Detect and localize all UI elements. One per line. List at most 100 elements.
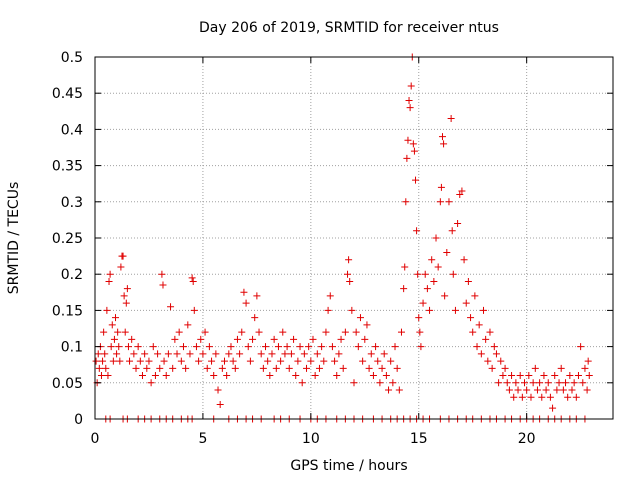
data-point — [497, 357, 505, 365]
data-point — [585, 372, 593, 380]
data-point — [272, 364, 280, 372]
data-point — [570, 379, 578, 387]
data-point — [307, 357, 315, 365]
data-point — [495, 379, 503, 387]
data-point — [403, 154, 411, 162]
data-point — [257, 350, 265, 358]
data-point — [527, 393, 535, 401]
data-point — [339, 364, 347, 372]
data-point — [277, 357, 285, 365]
data-point — [134, 343, 142, 351]
data-point — [409, 140, 417, 148]
data-point — [512, 379, 520, 387]
data-point — [348, 306, 356, 314]
data-point — [458, 187, 466, 195]
data-point — [236, 350, 244, 358]
data-point — [255, 328, 263, 336]
data-point — [262, 343, 270, 351]
data-point — [359, 357, 367, 365]
data-point — [331, 357, 339, 365]
data-point — [423, 285, 431, 293]
data-point — [123, 285, 131, 293]
data-point — [203, 364, 211, 372]
data-point — [107, 343, 115, 351]
data-point — [184, 321, 192, 329]
data-point — [106, 270, 114, 278]
data-point — [162, 372, 170, 380]
data-point — [382, 372, 390, 380]
data-point — [469, 328, 477, 336]
data-point — [521, 379, 529, 387]
data-point — [350, 379, 358, 387]
data-point — [407, 82, 415, 90]
data-point — [114, 328, 122, 336]
data-point — [188, 274, 196, 282]
data-point — [136, 357, 144, 365]
data-point — [145, 357, 153, 365]
data-point — [124, 343, 132, 351]
data-point — [505, 386, 513, 394]
data-point — [97, 372, 105, 380]
data-point — [264, 357, 272, 365]
data-point — [103, 306, 111, 314]
data-point — [404, 136, 412, 144]
data-point — [549, 404, 557, 412]
data-point — [525, 372, 533, 380]
data-point — [294, 357, 302, 365]
data-point — [464, 277, 472, 285]
data-point — [477, 350, 485, 358]
data-point — [113, 350, 121, 358]
data-point — [402, 198, 410, 206]
data-point — [233, 335, 241, 343]
data-point — [378, 364, 386, 372]
data-point — [227, 343, 235, 351]
data-point — [456, 191, 464, 199]
data-point — [482, 335, 490, 343]
data-point — [173, 350, 181, 358]
data-point — [270, 335, 278, 343]
axis-ticks: 0 0.05 0.1 0.15 0.2 0.25 0.3 0.35 0.4 0.45 0.5 0 5 10… — [52, 50, 613, 447]
grid — [95, 57, 613, 419]
data-point — [105, 277, 113, 285]
data-point — [462, 299, 470, 307]
data-point — [283, 343, 291, 351]
data-point — [441, 292, 449, 300]
data-point — [572, 393, 580, 401]
data-point — [566, 372, 574, 380]
data-point — [102, 364, 110, 372]
data-point — [212, 350, 220, 358]
data-point — [346, 277, 354, 285]
data-point — [540, 372, 548, 380]
data-point — [210, 372, 218, 380]
data-point — [179, 343, 187, 351]
data-point — [475, 321, 483, 329]
y-tick-label: 0.05 — [52, 376, 83, 392]
data-point — [529, 379, 537, 387]
data-point — [322, 328, 330, 336]
data-point — [99, 357, 107, 365]
y-tick-label: 0.25 — [52, 231, 83, 247]
data-point — [538, 393, 546, 401]
data-point — [488, 364, 496, 372]
data-point — [313, 350, 321, 358]
data-point — [116, 357, 124, 365]
data-point — [436, 198, 444, 206]
data-point — [438, 133, 446, 141]
data-point — [122, 299, 130, 307]
data-point — [326, 292, 334, 300]
data-point — [415, 314, 423, 322]
data-point — [259, 364, 267, 372]
data-point — [492, 350, 500, 358]
data-point — [416, 328, 424, 336]
data-point — [128, 335, 136, 343]
data-point — [412, 176, 420, 184]
data-point — [205, 343, 213, 351]
data-point — [553, 386, 561, 394]
x-tick-label: 20 — [518, 431, 536, 447]
data-point — [182, 364, 190, 372]
data-point — [303, 364, 311, 372]
data-point — [410, 147, 418, 155]
data-point — [231, 364, 239, 372]
data-point — [579, 379, 587, 387]
data-point — [510, 393, 518, 401]
